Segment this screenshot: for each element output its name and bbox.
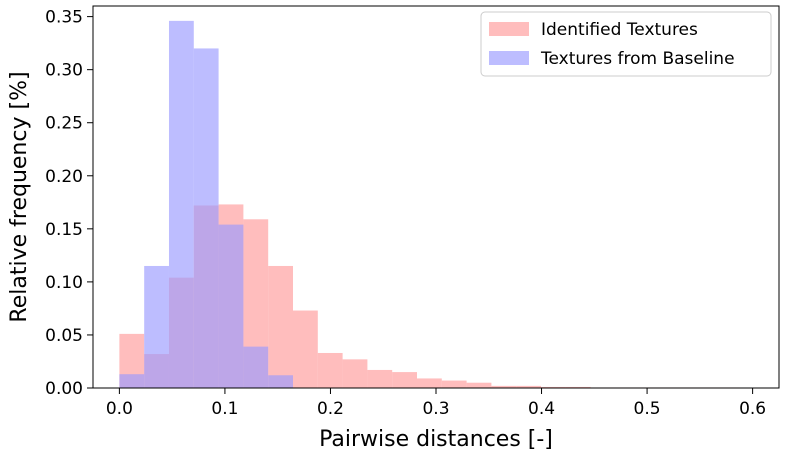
bar-textures-from-baseline-6 <box>268 375 293 388</box>
y-tick-label: 0.00 <box>45 379 83 399</box>
bar-textures-from-baseline-0 <box>119 374 145 388</box>
bar-textures-from-baseline-2 <box>168 20 194 388</box>
bar-identified-textures-10 <box>367 369 393 388</box>
y-tick-label: 0.35 <box>45 8 83 28</box>
bar-textures-from-baseline-5 <box>243 346 269 388</box>
x-tick-label: 0.4 <box>528 399 555 419</box>
legend-box <box>480 11 772 77</box>
y-tick-label: 0.25 <box>45 114 83 134</box>
y-tick-label: 0.10 <box>45 273 83 293</box>
x-tick-label: 0.3 <box>422 399 449 419</box>
bar-identified-textures-14 <box>466 382 492 388</box>
x-tick-label: 0.0 <box>106 399 133 419</box>
y-tick-label: 0.15 <box>45 220 83 240</box>
x-axis-title: Pairwise distances [-] <box>319 427 553 452</box>
x-axis-ticks: 0.0 0.1 0.2 0.3 0.4 0.5 0.6 <box>106 388 766 419</box>
x-tick-label: 0.5 <box>634 399 661 419</box>
legend-swatch-identified-textures <box>489 22 529 36</box>
bar-identified-textures-9 <box>342 359 368 388</box>
bar-identified-textures-7 <box>292 310 318 388</box>
x-tick-label: 0.6 <box>739 399 766 419</box>
bars-layer <box>119 20 740 388</box>
bar-identified-textures-17 <box>541 386 566 388</box>
bar-identified-textures-11 <box>392 372 418 388</box>
legend-label-textures-from-baseline: Textures from Baseline <box>540 49 735 69</box>
y-axis-ticks: 0.00 0.05 0.10 0.15 0.20 0.25 0.30 0.35 <box>45 8 93 399</box>
y-tick-label: 0.30 <box>45 61 83 81</box>
bar-identified-textures-8 <box>317 352 343 388</box>
legend-label-identified-textures: Identified Textures <box>541 20 698 40</box>
y-tick-label: 0.05 <box>45 326 83 346</box>
bar-identified-textures-12 <box>417 378 442 388</box>
bar-textures-from-baseline-3 <box>193 48 219 388</box>
y-tick-label: 0.20 <box>45 167 83 187</box>
bar-identified-textures-13 <box>441 380 467 388</box>
x-tick-label: 0.2 <box>317 399 344 419</box>
bar-identified-textures-16 <box>516 385 542 388</box>
bar-identified-textures-18 <box>565 386 591 388</box>
y-axis-title: Relative frequency [%] <box>7 71 32 322</box>
legend: Identified Textures Textures from Baseli… <box>480 11 772 77</box>
legend-swatch-textures-from-baseline <box>489 51 529 65</box>
bar-textures-from-baseline-1 <box>144 265 169 388</box>
x-tick-label: 0.1 <box>211 399 238 419</box>
bar-identified-textures-15 <box>491 385 517 388</box>
bar-textures-from-baseline-4 <box>218 224 244 388</box>
bar-identified-textures-6 <box>268 265 293 388</box>
